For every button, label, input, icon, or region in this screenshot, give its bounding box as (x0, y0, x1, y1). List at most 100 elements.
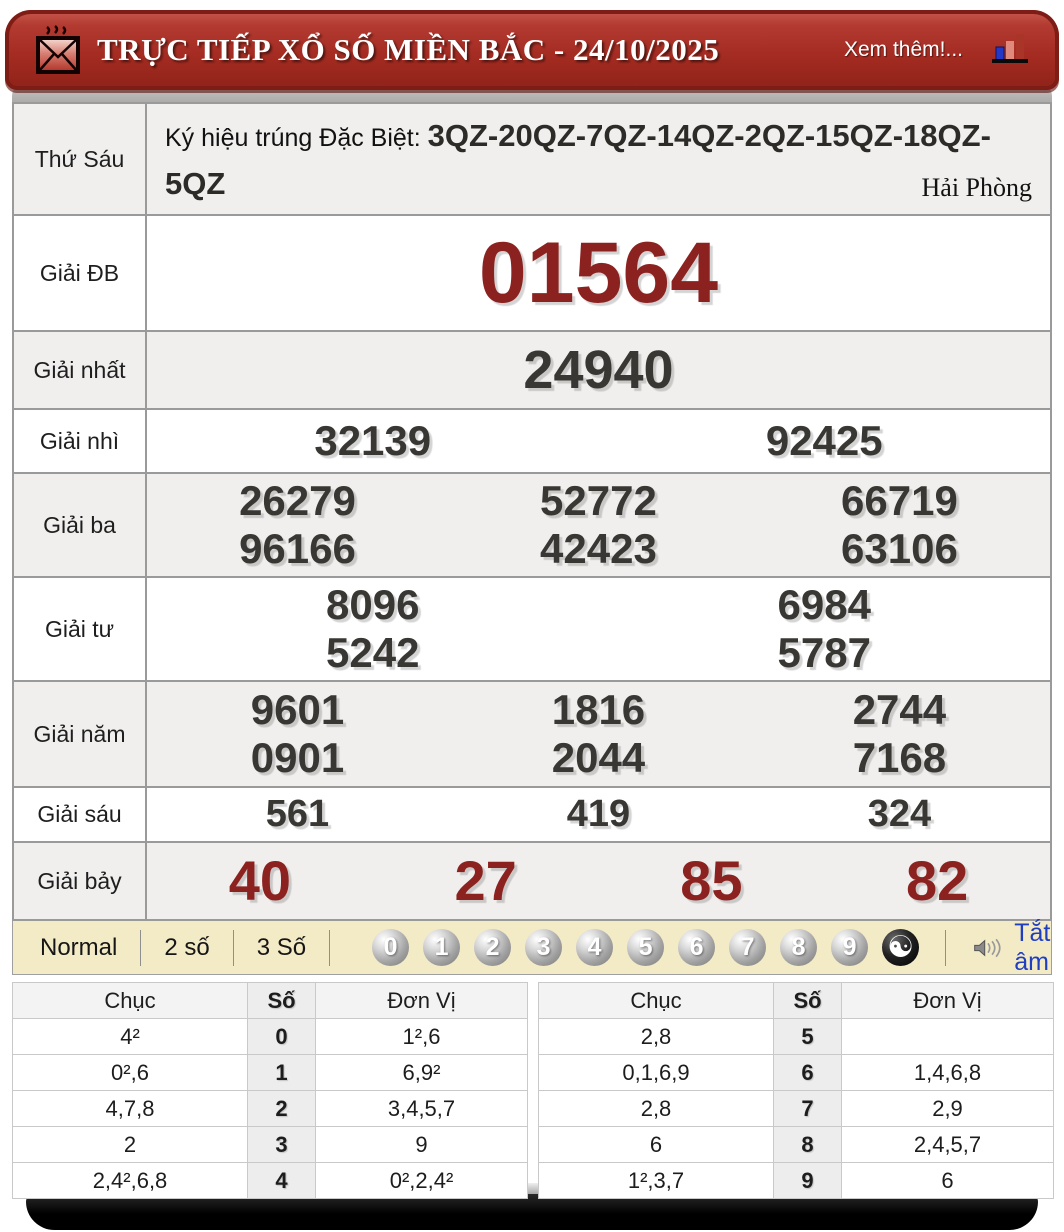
units-cell: 2,9 (841, 1090, 1054, 1128)
mute-label: Tắt âm (1014, 918, 1051, 976)
prize-row-sixth: Giải sáu 561 419 324 (14, 786, 1050, 842)
mute-button[interactable]: Tắt âm (972, 919, 1064, 977)
special-sign-cell: Ký hiệu trúng Đặc Biệt: 3QZ-20QZ-7QZ-14Q… (147, 104, 1050, 214)
digit-ball-6[interactable]: 6 (678, 929, 716, 967)
digit-ball-2[interactable]: 2 (474, 929, 512, 967)
tens-cell: 1²,3,7 (538, 1162, 774, 1200)
toolbar-divider (945, 929, 947, 966)
prize-number: 24940 (523, 340, 674, 401)
units-cell: 6,9² (315, 1054, 528, 1092)
stats-row: 1²,3,7 9 6 (538, 1162, 1054, 1200)
header: TRỰC TIẾP XỔ SỐ MIỀN BẮC - 24/10/2025 Xe… (5, 10, 1059, 90)
prize-number: 419 (566, 792, 631, 835)
prize-number: 92425 (765, 416, 883, 464)
toolbar-divider (140, 929, 142, 966)
units-cell (841, 1018, 1054, 1056)
stats-row: 4² 0 1²,6 (12, 1018, 528, 1056)
digit-ball-4[interactable]: 4 (576, 929, 614, 967)
tens-cell: 2,8 (538, 1090, 774, 1128)
digit-ball-3[interactable]: 3 (525, 929, 563, 967)
prize-label: Giải tư (14, 578, 147, 681)
toolbar: Normal 2 số 3 Số 0 1 2 3 4 5 6 7 8 9 ☯ (12, 919, 1052, 976)
units-cell: 1²,6 (315, 1018, 528, 1056)
digit-ball-8[interactable]: 8 (780, 929, 818, 967)
digit-column-header: Số (773, 982, 842, 1020)
units-cell: 2,4,5,7 (841, 1126, 1054, 1164)
prize-number: 9601 (250, 685, 345, 733)
see-more-link[interactable]: Xem thêm!... (843, 38, 963, 61)
sign-codes: 3QZ-20QZ-7QZ-14QZ-2QZ-15QZ-18QZ-5QZ (165, 118, 991, 202)
prize-number: 561 (265, 792, 330, 835)
yin-yang-ball-icon[interactable]: ☯ (882, 929, 920, 967)
prize-number: 5242 (326, 629, 420, 677)
digit-cell: 5 (773, 1018, 842, 1056)
prize-label: Giải bảy (14, 843, 147, 920)
sign-label: Ký hiệu trúng Đặc Biệt: (165, 124, 428, 152)
prize-number: 63106 (841, 525, 958, 573)
speaker-icon (974, 938, 1001, 957)
bar-chart-icon[interactable] (991, 32, 1029, 68)
units-cell: 3,4,5,7 (315, 1090, 528, 1128)
mode-normal-button[interactable]: Normal (40, 933, 118, 961)
prize-row-first: Giải nhất 24940 (14, 330, 1050, 409)
digit-cell: 4 (247, 1162, 316, 1200)
tens-cell: 6 (538, 1126, 774, 1164)
digit-ball-5[interactable]: 5 (627, 929, 665, 967)
digit-cell: 0 (247, 1018, 316, 1056)
panel-bottom-bar (26, 1194, 1038, 1230)
digit-cell: 3 (247, 1126, 316, 1164)
prize-label: Giải nhất (14, 332, 147, 409)
digit-column-header: Số (247, 982, 316, 1020)
digit-ball-7[interactable]: 7 (729, 929, 767, 967)
prize-label: Giải ĐB (14, 216, 147, 331)
digit-cell: 8 (773, 1126, 842, 1164)
prize-number: 82 (905, 848, 969, 912)
prize-row-fifth: Giải năm 9601 1816 2744 0901 2044 7168 (14, 680, 1050, 787)
digit-ball-1[interactable]: 1 (423, 929, 461, 967)
prize-number: 6984 (777, 580, 871, 628)
prize-number: 85 (680, 848, 743, 912)
prize-number: 52772 (540, 476, 657, 524)
tens-cell: 0,1,6,9 (538, 1054, 774, 1092)
prize-label: Giải năm (14, 682, 147, 787)
prize-row-second: Giải nhì 32139 92425 (14, 408, 1050, 473)
prize-number: 2744 (852, 685, 947, 733)
info-row: Thứ Sáu Ký hiệu trúng Đặc Biệt: 3QZ-20QZ… (14, 104, 1050, 215)
prize-number: 0901 (250, 734, 345, 782)
units-column-header: Đơn Vị (315, 982, 528, 1020)
tens-column-header: Chục (538, 982, 774, 1020)
stats-row: 4,7,8 2 3,4,5,7 (12, 1090, 528, 1128)
toolbar-divider (329, 929, 331, 966)
digit-cell: 1 (247, 1054, 316, 1092)
stats-row: 2,4²,6,8 4 0²,2,4² (12, 1162, 528, 1200)
tens-cell: 2,4²,6,8 (12, 1162, 248, 1200)
tens-column-header: Chục (12, 982, 248, 1020)
province-name: Hải Phòng (921, 172, 1033, 202)
mode-2-digit-button[interactable]: 2 số (164, 933, 210, 961)
stats-row: 6 8 2,4,5,7 (538, 1126, 1054, 1164)
toolbar-divider (232, 929, 234, 966)
stats-row: 2,8 7 2,9 (538, 1090, 1054, 1128)
prize-number: 8096 (326, 580, 420, 628)
units-cell: 0²,2,4² (315, 1162, 528, 1200)
stats-header-row: Chục Số Đơn Vị (12, 982, 528, 1020)
units-cell: 1,4,6,8 (841, 1054, 1054, 1092)
stats-row: 2,8 5 (538, 1018, 1054, 1056)
digit-ball-9[interactable]: 9 (831, 929, 869, 967)
prize-number: 7168 (852, 734, 947, 782)
page-title: TRỰC TIẾP XỔ SỐ MIỀN BẮC - 24/10/2025 (97, 32, 720, 67)
prize-number: 5787 (777, 629, 871, 677)
units-column-header: Đơn Vị (841, 982, 1054, 1020)
results-table: Thứ Sáu Ký hiệu trúng Đặc Biệt: 3QZ-20QZ… (12, 102, 1052, 922)
digit-ball-group: 0 1 2 3 4 5 6 7 8 9 ☯ (372, 929, 920, 967)
digit-cell: 2 (247, 1090, 316, 1128)
tens-cell: 4² (12, 1018, 248, 1056)
digit-ball-0[interactable]: 0 (372, 929, 410, 967)
prize-number: 2044 (551, 734, 646, 782)
prize-label: Giải sáu (14, 788, 147, 842)
tens-cell: 0²,6 (12, 1054, 248, 1092)
prize-number: 01564 (478, 224, 719, 321)
mode-3-digit-button[interactable]: 3 Số (256, 933, 307, 961)
hot-mail-envelope-icon (36, 25, 80, 74)
